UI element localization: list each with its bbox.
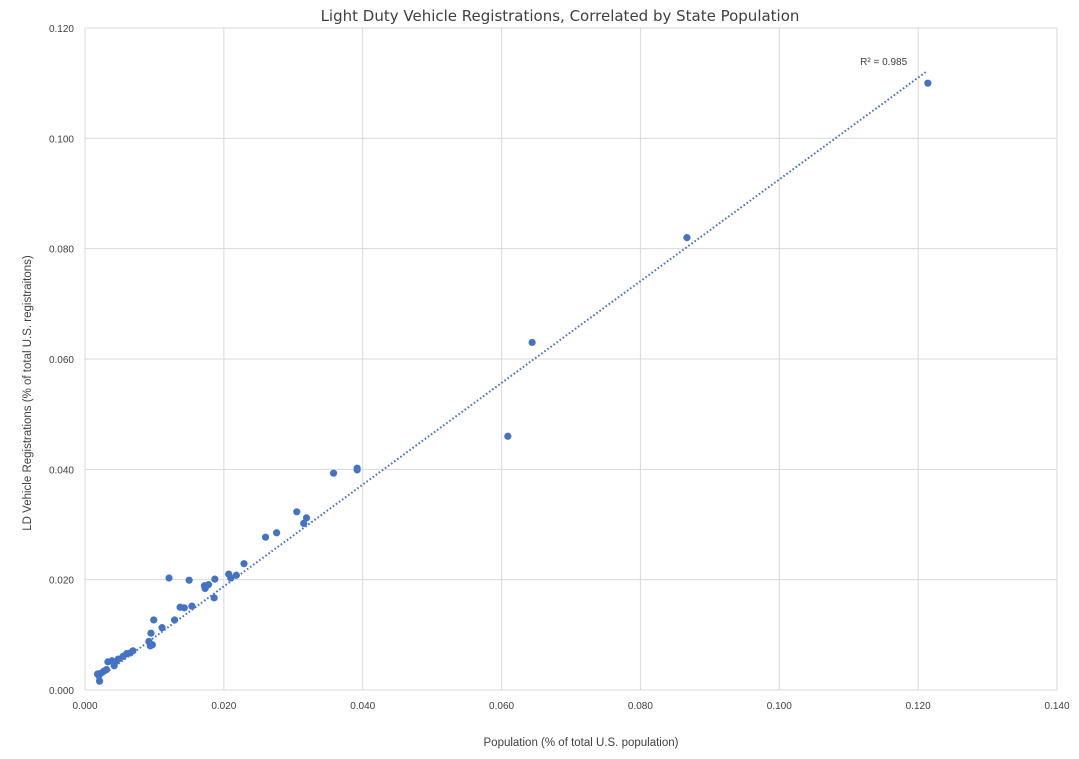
data-point	[150, 616, 158, 624]
data-point	[95, 677, 104, 685]
y-tick-label: 0.040	[49, 465, 74, 476]
data-point	[147, 629, 155, 637]
data-point	[528, 338, 536, 347]
data-point	[93, 670, 102, 678]
x-tick-label: 0.100	[767, 701, 792, 712]
data-point	[176, 603, 184, 611]
data-point	[165, 574, 173, 582]
data-point	[302, 514, 311, 522]
data-point	[188, 602, 196, 610]
data-point	[145, 637, 153, 646]
data-point	[104, 658, 112, 666]
x-tick-label: 0.040	[350, 701, 375, 712]
data-point	[300, 519, 308, 527]
data-point	[261, 533, 270, 541]
data-point	[158, 624, 166, 632]
data-point	[210, 594, 218, 602]
data-point	[504, 432, 512, 440]
data-point	[211, 575, 219, 583]
r-squared-label: R² = 0.985	[860, 57, 907, 68]
trendline	[96, 70, 928, 681]
y-tick-label: 0.020	[49, 576, 74, 587]
x-tick-label: 0.140	[1044, 701, 1069, 712]
data-point	[353, 466, 361, 474]
x-tick-label: 0.120	[906, 701, 931, 712]
data-point	[329, 469, 338, 477]
data-point	[293, 508, 301, 516]
x-axis-title: Population (% of total U.S. population)	[484, 737, 679, 749]
data-point	[200, 582, 209, 590]
data-point	[232, 571, 240, 579]
y-tick-label: 0.060	[49, 355, 74, 366]
chart-title: Light Duty Vehicle Registrations, Correl…	[321, 7, 800, 25]
x-tick-label: 0.080	[628, 701, 653, 712]
y-tick-label: 0.100	[49, 134, 74, 145]
data-point	[225, 570, 233, 578]
y-axis-title: LD Vehicle Registrations (% of total U.S…	[22, 255, 34, 531]
data-point	[170, 616, 179, 624]
data-point	[185, 576, 193, 584]
data-point	[683, 234, 691, 242]
data-point	[273, 529, 281, 537]
data-point	[240, 560, 248, 568]
gridlines	[84, 27, 1058, 691]
x-tick-label: 0.060	[489, 701, 514, 712]
data-points	[93, 79, 932, 685]
y-tick-label: 0.120	[49, 24, 74, 35]
x-tick-label: 0.000	[72, 701, 97, 712]
y-tick-label: 0.000	[49, 686, 74, 697]
x-tick-label: 0.020	[211, 701, 236, 712]
y-tick-label: 0.080	[49, 245, 74, 256]
tick-labels: 0.000 0.020 0.040 0.060 0.080 0.100 0.120 0.140…	[49, 24, 1070, 712]
data-point	[924, 79, 932, 87]
trendline-group: R² = 0.985	[96, 57, 928, 681]
